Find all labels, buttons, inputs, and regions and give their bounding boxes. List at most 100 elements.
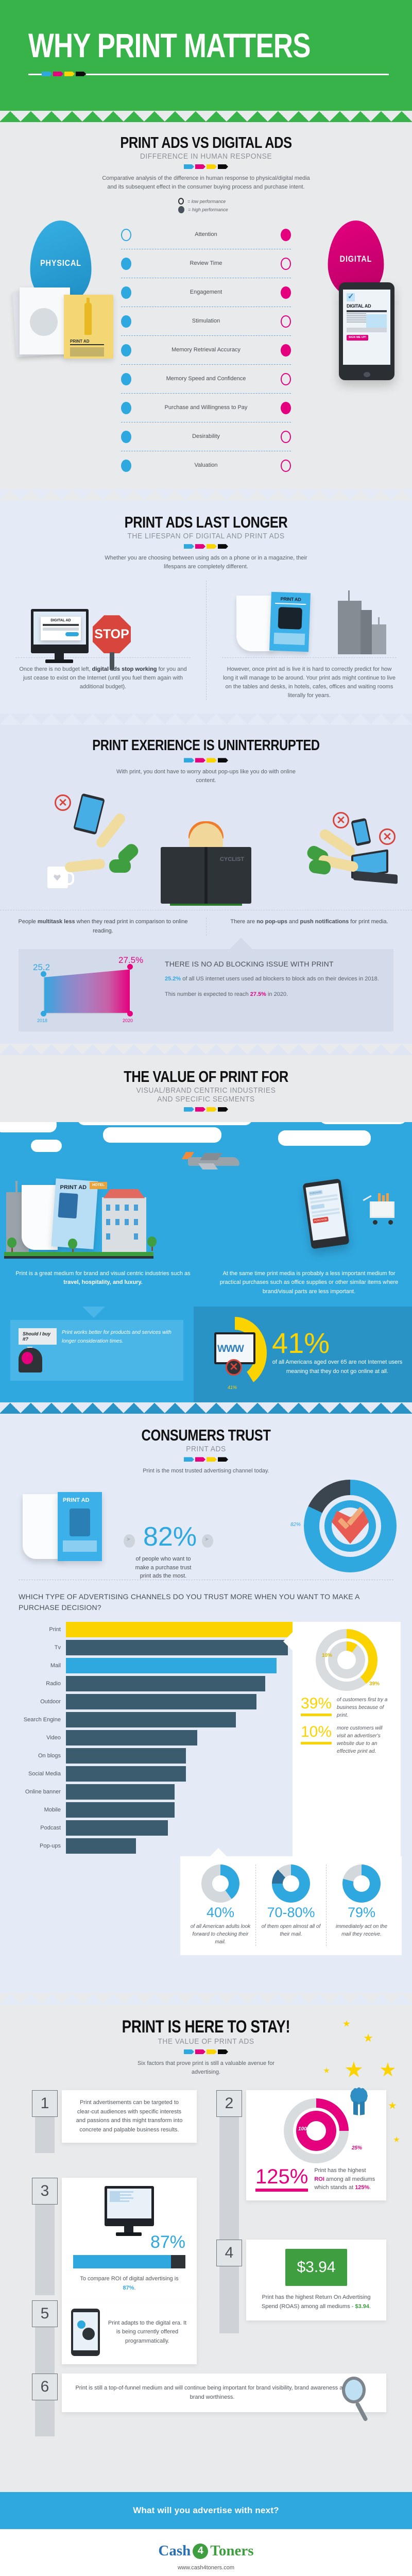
ring-label: 82% bbox=[290, 1522, 301, 1528]
mail-stat: 79% immediately act on the mail they rece… bbox=[326, 1864, 397, 1946]
comparison-row: Memory Speed and Confidence bbox=[121, 365, 291, 394]
ad-blocking-panel: 25.2 27.5% 2018 2020 THERE IS NO AD BLOC… bbox=[19, 937, 393, 1031]
digital-stop-illustration: DIGITAL AD STOP bbox=[15, 581, 191, 670]
digital-indicator bbox=[281, 228, 291, 241]
bar-rows: Print Tv Mail Radio Outdoor Search Engine Vide… bbox=[10, 1621, 299, 1856]
hero-banner: WHY PRINT MATTERS bbox=[0, 0, 412, 111]
bar-row: Radio bbox=[10, 1675, 299, 1691]
print-magazine-icon: PRINT AD bbox=[23, 1492, 105, 1564]
s2-left-text: Once there is no budget left, digital ad… bbox=[19, 666, 187, 690]
s2-left: DIGITAL AD STOP Once there is no budget bbox=[0, 581, 206, 700]
mail-donut bbox=[201, 1864, 239, 1903]
book-title-label: CYCLIST bbox=[219, 856, 244, 863]
ad-blocking-chart: 25.2 27.5% 2018 2020 bbox=[30, 955, 153, 1023]
s4-big-caption: of all Americans aged over 65 are not In… bbox=[272, 1359, 403, 1375]
internet-usage-panel: WWW ✕ 41% 41% of all Americans aged over… bbox=[194, 1307, 412, 1403]
physical-indicator bbox=[121, 315, 131, 328]
sign-me-up-button[interactable]: SIGN ME UP! bbox=[347, 335, 368, 341]
chart-value-2018: 25.2 bbox=[33, 962, 50, 972]
email-field[interactable] bbox=[347, 328, 387, 333]
bar bbox=[66, 1675, 266, 1691]
purchase-button[interactable]: PURCHASE bbox=[308, 1190, 323, 1196]
monitor-icon: DIGITAL AD bbox=[31, 609, 89, 664]
card-5-number: 5 bbox=[32, 2300, 58, 2328]
purchase-cta-button[interactable]: PURCHASE bbox=[313, 1216, 329, 1224]
bar-row: Video bbox=[10, 1730, 299, 1745]
comparison-label: Memory Speed and Confidence bbox=[166, 375, 246, 382]
brand-logo-block: Cash 4 Toners bbox=[0, 2529, 412, 2565]
mail-stat: 40% of all American adults look forward t… bbox=[185, 1864, 255, 1946]
bar-label: Tv bbox=[54, 1644, 61, 1651]
ad-blocking-title: THERE IS NO AD BLOCKING ISSUE WITH PRINT bbox=[165, 959, 334, 968]
cmyk-divider-icon bbox=[0, 544, 412, 549]
bar-row: Outdoor bbox=[10, 1693, 299, 1709]
mail-stat: 70-80% of them open almost all of their m… bbox=[255, 1864, 326, 1946]
mail-stats-wrap: 40% of all American adults look forward t… bbox=[0, 1848, 412, 1982]
bar-label: Online banner bbox=[25, 1788, 61, 1795]
card-2: 2 100% 25% 125% Print has the highest RO… bbox=[216, 2087, 386, 2240]
monitor-icon bbox=[214, 1332, 255, 1365]
buildings-icon bbox=[338, 590, 387, 655]
donut-outer-label: 25% bbox=[351, 2145, 362, 2151]
s4-subtitle-1: VISUAL/BRAND CENTRIC INDUSTRIES bbox=[136, 1086, 276, 1095]
airplane-icon bbox=[181, 1151, 239, 1170]
home-button-icon[interactable] bbox=[364, 372, 370, 378]
print-ad-label: PRINT AD bbox=[70, 339, 90, 344]
logo[interactable]: Cash 4 Toners bbox=[158, 2543, 253, 2560]
deer-logo-icon bbox=[30, 308, 58, 336]
camera-bag-icon bbox=[278, 607, 302, 630]
travel-magazine-icon: PRINT AD bbox=[22, 1178, 99, 1257]
comparison-row: Attention bbox=[121, 221, 291, 250]
print-stats-card: 10% 39% 39% of customers first try a bus… bbox=[283, 1621, 401, 1856]
sign-me-up-button[interactable] bbox=[65, 632, 79, 637]
comparison-rows: Attention Review Time Engagement Stimulatio… bbox=[121, 221, 291, 480]
s6-lede: Six factors that prove print is still a … bbox=[138, 2060, 274, 2076]
card-6-text: Print is still a top-of-funnel medium an… bbox=[75, 2385, 349, 2400]
bar bbox=[66, 1820, 168, 1836]
print-ad-label: PRINT AD bbox=[63, 1497, 90, 1504]
bar-label: Pop-ups bbox=[40, 1842, 61, 1849]
s4-big-number: 41% bbox=[272, 1327, 330, 1360]
consideration-panel: Should I buy it? Print works better for … bbox=[0, 1307, 194, 1403]
card-4-number: 4 bbox=[216, 2240, 242, 2267]
s3-lede: With print, you dont have to worry about… bbox=[116, 769, 296, 784]
digital-ad-label: DIGITAL AD bbox=[50, 619, 71, 623]
coffee-mug-icon bbox=[47, 867, 74, 889]
physical-indicator bbox=[121, 257, 131, 270]
roi-donut: 100% 25% bbox=[284, 2098, 362, 2164]
card-1: 1 Print advertisements can be targeted t… bbox=[32, 2090, 197, 2154]
bar bbox=[66, 1838, 136, 1854]
bar bbox=[66, 1784, 175, 1800]
card-4-text: Print has the highest Return On Advertis… bbox=[261, 2294, 371, 2310]
mail-stat-number: 40% bbox=[206, 1904, 235, 1920]
legend-high-label: = high performance bbox=[188, 207, 228, 213]
section-print-here-to-stay: PRINT IS HERE TO STAY! THE VALUE OF PRIN… bbox=[0, 2004, 412, 2493]
bar bbox=[66, 1802, 175, 1818]
bar-label: Outdoor bbox=[40, 1698, 61, 1705]
mail-donut bbox=[272, 1864, 310, 1903]
comparison-row: Stimulation bbox=[121, 307, 291, 336]
physical-indicator bbox=[121, 286, 131, 299]
email-field[interactable] bbox=[43, 628, 79, 631]
s3-left-text: People multitask less when they read pri… bbox=[18, 919, 188, 934]
mobile-phone-icon: PURCHASE PURCHASE bbox=[302, 1178, 350, 1249]
bar-row: Social Media bbox=[10, 1766, 299, 1782]
section-value-of-print: PRINT AD HOTEL PURCHASE bbox=[0, 1122, 412, 1403]
s6-cards: 1 Print advertisements can be targeted t… bbox=[0, 2085, 412, 2477]
section-consumers-trust: CONSUMERS TRUST PRINT ADS Print is the m… bbox=[0, 1414, 412, 1993]
digital-indicator bbox=[281, 286, 291, 299]
bar bbox=[66, 1693, 256, 1709]
bar bbox=[66, 1621, 293, 1637]
site-url[interactable]: www.cash4toners.com bbox=[0, 2565, 412, 2576]
print-longevity-illustration: PRINT AD bbox=[222, 581, 397, 658]
hotel-icon: HOTEL bbox=[90, 1181, 146, 1253]
stop-sign-icon: STOP bbox=[93, 615, 131, 670]
bar-label: Video bbox=[46, 1734, 61, 1741]
ad-blocking-p2: This number is expected to reach 27.5% i… bbox=[165, 991, 288, 997]
stop-sign-label: STOP bbox=[93, 615, 131, 654]
low-performance-icon bbox=[178, 198, 184, 205]
physical-indicator bbox=[121, 344, 131, 357]
print-stats-donut: 10% 39% bbox=[316, 1629, 380, 1691]
ad-blocking-p1: 25.2% of all US internet users used ad b… bbox=[165, 976, 379, 982]
